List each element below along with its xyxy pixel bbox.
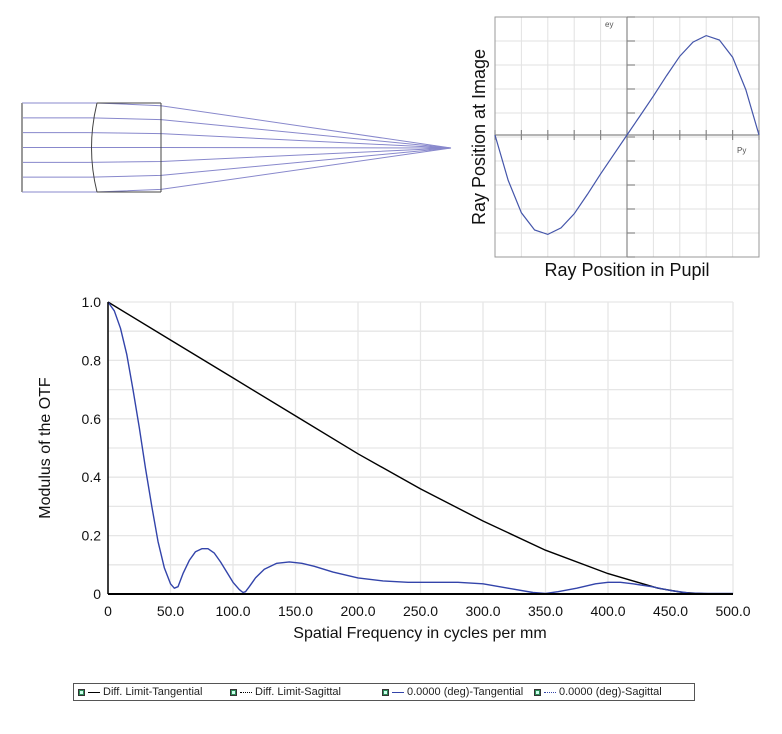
- legend-toggle-icon[interactable]: [78, 688, 85, 696]
- mtf-x-tick-label: 250.0: [403, 603, 438, 619]
- mtf-y-tick-label: 0.6: [82, 411, 102, 427]
- legend-item-deg-sagittal[interactable]: 0.0000 (deg)-Sagittal: [533, 686, 662, 698]
- mtf-x-tick-label: 500.0: [715, 603, 750, 619]
- ray: [22, 147, 452, 149]
- mtf-y-tick-label: 0.8: [82, 352, 102, 368]
- mtf-y-tick-label: 0: [93, 586, 101, 602]
- mtf-x-tick-label: 350.0: [528, 603, 563, 619]
- dotted-line-icon: [544, 691, 556, 693]
- ray: [22, 147, 452, 178]
- lens-front-surface: [91, 102, 98, 193]
- mtf-x-tick-label: 400.0: [590, 603, 625, 619]
- mtf-x-tick-labels: 0 50.0 100.0 150.0 200.0 250.0 300.0 350.0 400.0…: [104, 603, 751, 619]
- ray: [22, 147, 452, 163]
- mtf-ylabel: Modulus of the OTF: [37, 377, 54, 519]
- solid-line-icon: [88, 691, 100, 693]
- mtf-grid: [107, 301, 734, 595]
- ray-fan-ylabel: Ray Position at Image: [469, 49, 489, 225]
- legend-toggle-icon[interactable]: [382, 688, 389, 696]
- mtf-x-tick-label: 150.0: [278, 603, 313, 619]
- mtf-x-tick-label: 300.0: [465, 603, 500, 619]
- legend-label: Diff. Limit-Sagittal: [255, 686, 341, 698]
- mtf-series-line: [107, 301, 733, 595]
- legend-toggle-icon[interactable]: [534, 688, 541, 696]
- solid-line-icon: [392, 691, 404, 693]
- ray: [22, 132, 452, 149]
- legend-item-diff-limit-tangential[interactable]: Diff. Limit-Tangential: [74, 686, 226, 698]
- mtf-x-tick-label: 50.0: [157, 603, 184, 619]
- ray: [22, 102, 452, 149]
- mtf-x-tick-label: 100.0: [215, 603, 250, 619]
- y-axis-tag: ey: [605, 20, 613, 29]
- mtf-legend: Diff. Limit-Tangential Diff. Limit-Sagit…: [73, 683, 695, 701]
- mtf-xlabel: Spatial Frequency in cycles per mm: [293, 625, 546, 642]
- mtf-x-tick-label: 450.0: [653, 603, 688, 619]
- mtf-y-tick-label: 0.2: [82, 528, 102, 544]
- legend-toggle-icon[interactable]: [230, 688, 237, 696]
- legend-label: 0.0000 (deg)-Sagittal: [559, 686, 662, 698]
- ray-bundle: [22, 102, 452, 193]
- ray-fan-curve: [494, 34, 760, 236]
- mtf-x-tick-label: 200.0: [340, 603, 375, 619]
- legend-item-diff-limit-sagittal[interactable]: Diff. Limit-Sagittal: [226, 686, 378, 698]
- legend-label: Diff. Limit-Tangential: [103, 686, 203, 698]
- ray: [22, 147, 452, 193]
- mtf-y-tick-label: 1.0: [82, 294, 102, 310]
- ray-fan-plot: ey Py Ray Position at Image Ray Position…: [469, 16, 760, 280]
- mtf-chart: 0 50.0 100.0 150.0 200.0 250.0 300.0 350.0 400.0…: [37, 294, 751, 642]
- mtf-series-group: [107, 301, 733, 595]
- ray: [22, 117, 452, 149]
- lens-layout-diagram: [21, 102, 452, 193]
- legend-label: 0.0000 (deg)-Tangential: [407, 686, 524, 698]
- mtf-x-tick-label: 0: [104, 603, 112, 619]
- dotted-line-icon: [240, 691, 252, 693]
- mtf-y-tick-labels: 0 0.2 0.4 0.6 0.8 1.0: [82, 294, 102, 602]
- mtf-y-tick-label: 0.4: [82, 469, 102, 485]
- ray-fan-xlabel: Ray Position in Pupil: [544, 260, 709, 280]
- x-axis-tag: Py: [737, 146, 746, 155]
- mtf-axes: [107, 302, 733, 595]
- legend-item-deg-tangential[interactable]: 0.0000 (deg)-Tangential: [378, 686, 533, 698]
